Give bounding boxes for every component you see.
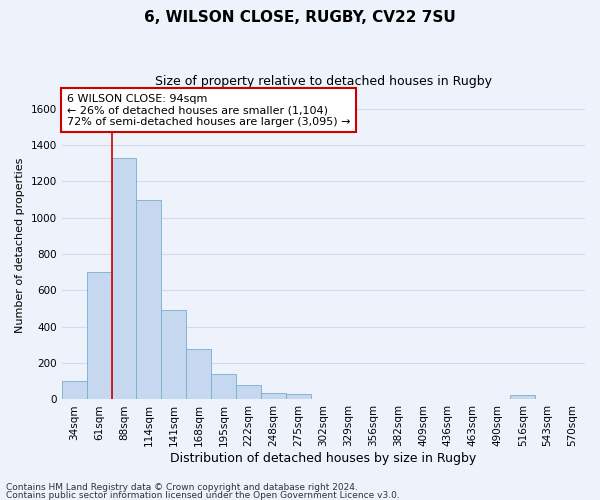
Bar [460, 398, 485, 400]
Bar [386, 398, 410, 400]
Bar [211, 374, 236, 400]
Text: Contains HM Land Registry data © Crown copyright and database right 2024.: Contains HM Land Registry data © Crown c… [6, 484, 358, 492]
Bar [86, 272, 112, 400]
Bar [336, 398, 361, 400]
Bar [436, 398, 460, 400]
Text: 6, WILSON CLOSE, RUGBY, CV22 7SU: 6, WILSON CLOSE, RUGBY, CV22 7SU [144, 10, 456, 25]
Title: Size of property relative to detached houses in Rugby: Size of property relative to detached ho… [155, 75, 492, 88]
Bar [62, 382, 86, 400]
Text: Contains public sector information licensed under the Open Government Licence v3: Contains public sector information licen… [6, 490, 400, 500]
Bar [485, 398, 510, 400]
Bar [261, 393, 286, 400]
Bar [161, 310, 186, 400]
Bar [286, 394, 311, 400]
X-axis label: Distribution of detached houses by size in Rugby: Distribution of detached houses by size … [170, 452, 476, 465]
Bar [112, 158, 136, 400]
Bar [236, 385, 261, 400]
Bar [136, 200, 161, 400]
Bar [311, 398, 336, 400]
Bar [361, 398, 386, 400]
Bar [186, 348, 211, 400]
Y-axis label: Number of detached properties: Number of detached properties [15, 158, 25, 332]
Bar [410, 398, 436, 400]
Bar [535, 398, 560, 400]
Bar [510, 395, 535, 400]
Bar [560, 398, 585, 400]
Text: 6 WILSON CLOSE: 94sqm
← 26% of detached houses are smaller (1,104)
72% of semi-d: 6 WILSON CLOSE: 94sqm ← 26% of detached … [67, 94, 350, 127]
